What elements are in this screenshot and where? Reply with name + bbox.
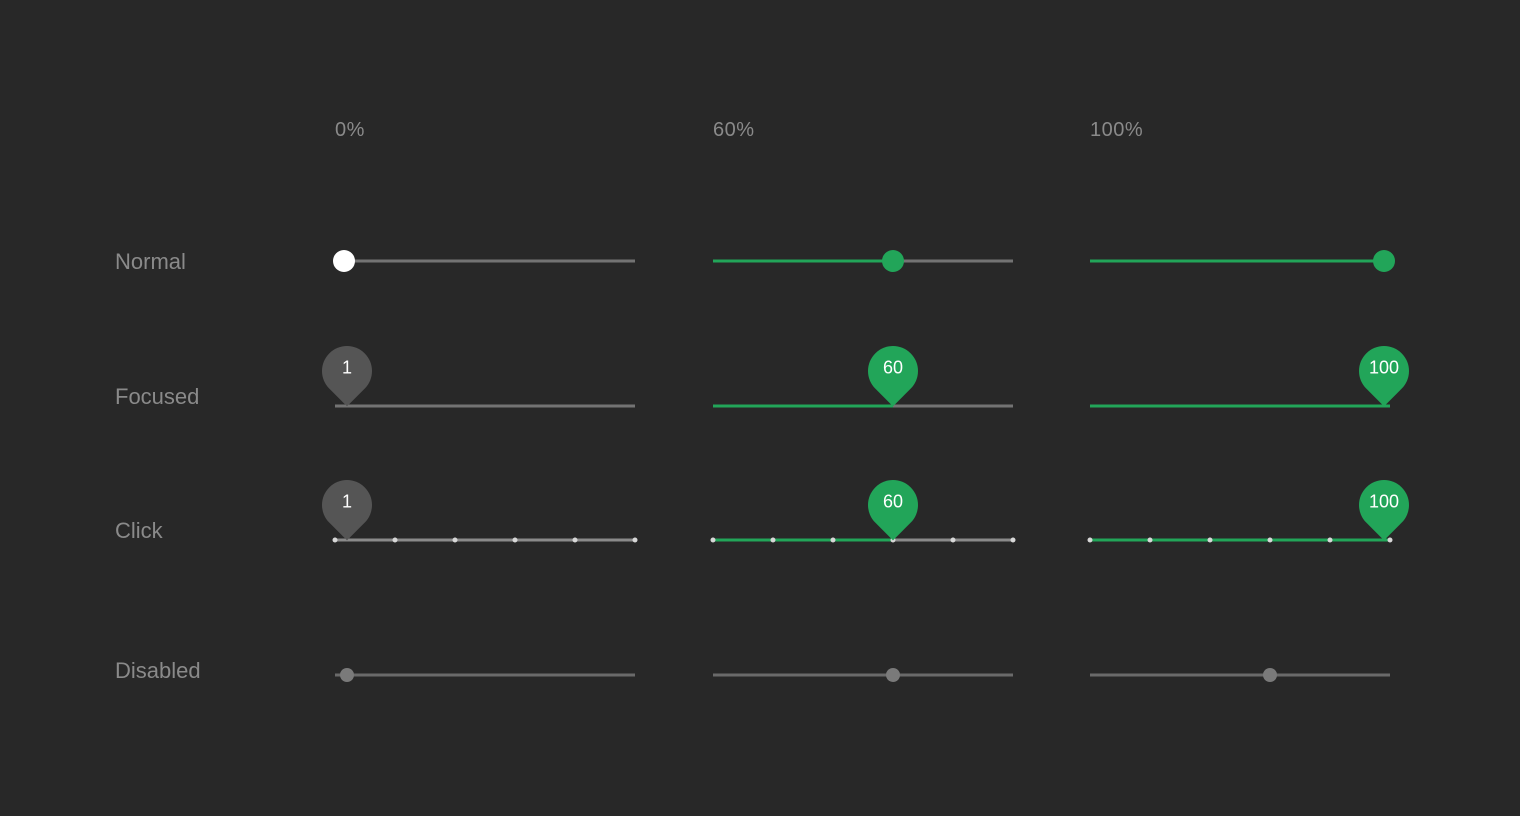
slider-normal-0[interactable] xyxy=(335,247,635,275)
slider-tick xyxy=(393,538,398,543)
slider-click-100[interactable]: 100 xyxy=(1090,526,1390,554)
slider-tick xyxy=(513,538,518,543)
slider-track-fill xyxy=(713,539,893,542)
slider-value-pin: 1 xyxy=(322,346,372,396)
slider-track xyxy=(335,674,635,677)
slider-tick xyxy=(1328,538,1333,543)
slider-track-fill xyxy=(1090,539,1390,542)
slider-normal-100[interactable] xyxy=(1090,247,1390,275)
slider-disabled-0 xyxy=(335,661,635,689)
row-label-disabled: Disabled xyxy=(115,658,201,684)
slider-thumb[interactable] xyxy=(1373,250,1395,272)
slider-value-pin: 100 xyxy=(1359,480,1409,530)
slider-tick xyxy=(1088,538,1093,543)
slider-focused-100[interactable]: 100 xyxy=(1090,392,1390,420)
slider-thumb xyxy=(340,668,354,682)
col-header-100pct: 100% xyxy=(1090,119,1143,142)
slider-tick xyxy=(633,538,638,543)
slider-disabled-100 xyxy=(1090,661,1390,689)
slider-thumb[interactable] xyxy=(333,250,355,272)
slider-value-label: 100 xyxy=(1369,358,1399,379)
slider-tick xyxy=(771,538,776,543)
col-header-0pct: 0% xyxy=(335,119,365,142)
slider-track xyxy=(713,674,1013,677)
slider-value-pin: 1 xyxy=(322,480,372,530)
slider-thumb xyxy=(886,668,900,682)
slider-value-label: 100 xyxy=(1369,492,1399,513)
col-header-60pct: 60% xyxy=(713,119,755,142)
slider-focused-60[interactable]: 60 xyxy=(713,392,1013,420)
slider-track xyxy=(335,405,635,408)
slider-track-fill xyxy=(713,260,893,263)
slider-track xyxy=(335,539,635,542)
row-label-normal: Normal xyxy=(115,249,186,275)
slider-track-fill xyxy=(1090,260,1390,263)
slider-value-label: 60 xyxy=(883,358,903,379)
slider-tick xyxy=(1011,538,1016,543)
slider-tick xyxy=(333,538,338,543)
row-label-focused: Focused xyxy=(115,384,199,410)
slider-value-label: 1 xyxy=(342,492,352,513)
slider-track xyxy=(1090,674,1390,677)
slider-thumb xyxy=(1263,668,1277,682)
slider-tick xyxy=(573,538,578,543)
slider-click-0[interactable]: 1 xyxy=(335,526,635,554)
slider-tick xyxy=(951,538,956,543)
slider-disabled-60 xyxy=(713,661,1013,689)
slider-normal-60[interactable] xyxy=(713,247,1013,275)
slider-tick xyxy=(1208,538,1213,543)
slider-tick xyxy=(1388,538,1393,543)
row-label-click: Click xyxy=(115,518,163,544)
slider-track-fill xyxy=(1090,405,1390,408)
slider-value-label: 1 xyxy=(342,358,352,379)
slider-tick xyxy=(453,538,458,543)
slider-value-pin: 100 xyxy=(1359,346,1409,396)
slider-click-60[interactable]: 60 xyxy=(713,526,1013,554)
slider-tick xyxy=(831,538,836,543)
slider-value-label: 60 xyxy=(883,492,903,513)
slider-value-pin: 60 xyxy=(868,346,918,396)
slider-thumb[interactable] xyxy=(882,250,904,272)
slider-tick xyxy=(1148,538,1153,543)
slider-value-pin: 60 xyxy=(868,480,918,530)
slider-tick xyxy=(711,538,716,543)
slider-track-fill xyxy=(713,405,893,408)
slider-states-spec: 0% 60% 100% Normal Focused Click Disable… xyxy=(0,0,1520,816)
slider-focused-0[interactable]: 1 xyxy=(335,392,635,420)
slider-tick xyxy=(1268,538,1273,543)
slider-track xyxy=(335,260,635,263)
